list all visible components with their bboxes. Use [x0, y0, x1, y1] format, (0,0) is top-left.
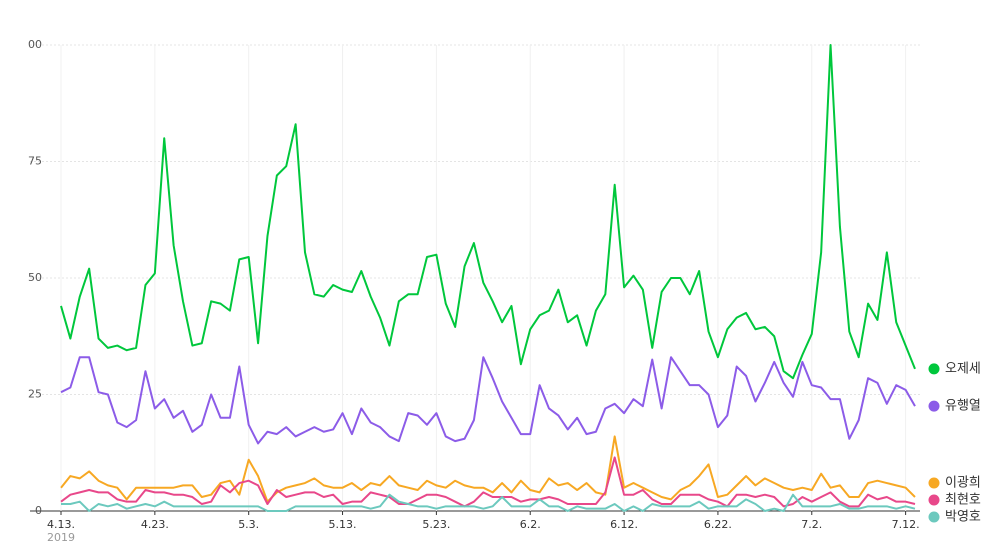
legend-marker — [928, 363, 940, 375]
series-line — [60, 456, 916, 508]
x-sublabel: 2019 — [47, 531, 75, 544]
x-tick-label: 7.12. — [892, 518, 920, 531]
x-tick-label: 4.23. — [141, 518, 169, 531]
y-tick-label: 75 — [28, 155, 42, 168]
legend-marker — [928, 477, 940, 489]
series-line — [60, 44, 916, 380]
y-tick-label: 50 — [28, 271, 42, 284]
x-tick-label: 6.22. — [704, 518, 732, 531]
x-tick-label: 5.3. — [238, 518, 259, 531]
y-tick-label: 25 — [28, 388, 42, 401]
x-tick-label: 6.12. — [610, 518, 638, 531]
series-line — [60, 356, 916, 445]
series-line — [61, 493, 916, 512]
x-tick-label: 5.23. — [422, 518, 450, 531]
series-line — [60, 435, 916, 503]
x-tick-label: 5.13. — [329, 518, 357, 531]
legend-marker — [928, 400, 940, 412]
legend-marker — [928, 511, 940, 523]
legend-marker — [928, 494, 940, 506]
legend-label: 최현호 — [945, 493, 981, 508]
x-tick-label: 6.2. — [520, 518, 541, 531]
y-tick-label: 0 — [35, 504, 42, 517]
legend-label: 오제세 — [945, 361, 981, 376]
legend-label: 유행열 — [945, 398, 981, 414]
legend-label: 박영호 — [945, 510, 981, 525]
y-tick-label: 00 — [28, 38, 42, 51]
legend-label: 이광희 — [945, 476, 981, 491]
x-tick-label: 4.13. — [47, 518, 75, 531]
x-tick-label: 7.2. — [801, 518, 822, 531]
